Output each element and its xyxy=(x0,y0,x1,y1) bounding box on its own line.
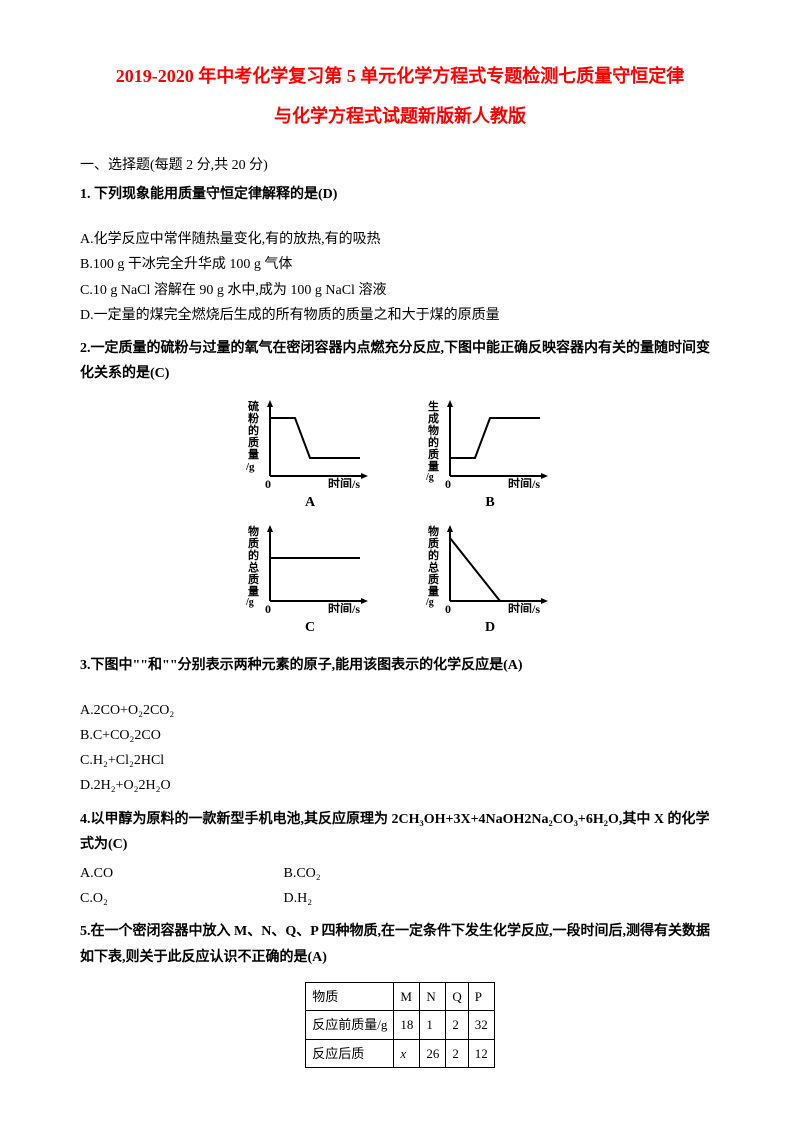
svg-text:时间/s: 时间/s xyxy=(328,476,360,488)
graph-d-label: D xyxy=(485,615,495,640)
svg-text:成: 成 xyxy=(428,411,439,425)
table-row2-4: 12 xyxy=(468,1039,494,1067)
q4-option-a: A.CO xyxy=(80,861,220,886)
main-title-line2: 与化学方程式试题新版新人教版 xyxy=(80,100,720,132)
table-header-2: N xyxy=(420,982,446,1010)
q4-option-d: D.H₂ xyxy=(284,886,313,911)
svg-text:/g: /g xyxy=(425,472,434,483)
q3-text: 3.下图中""和""分别表示两种元素的原子,能用该图表示的化学反应是(A) xyxy=(80,658,523,673)
svg-text:/g: /g xyxy=(245,597,254,608)
table-row1-3: 2 xyxy=(446,1011,468,1039)
graph-a: 硫 粉 的 质 量 /g 0 时间/s A xyxy=(240,398,380,515)
svg-text:0: 0 xyxy=(445,602,451,613)
q2-graphs: 硫 粉 的 质 量 /g 0 时间/s A 生 成 物 的 xyxy=(80,398,720,640)
svg-text:生: 生 xyxy=(428,399,439,413)
table-row2-1: x xyxy=(394,1039,420,1067)
q5-text: 5.在一个密闭容器中放入 M、N、Q、P 四种物质,在一定条件下发生化学反应,一… xyxy=(80,924,710,964)
q3-option-a: A.2CO+O₂2CO₂ xyxy=(80,698,720,723)
svg-text:质: 质 xyxy=(428,572,439,586)
q1-option-d: D.一定量的煤完全燃烧后生成的所有物质的质量之和大于煤的原质量 xyxy=(80,303,720,328)
svg-text:时间/s: 时间/s xyxy=(508,601,540,613)
q3-option-c: C.H₂+Cl₂2HCl xyxy=(80,748,720,773)
svg-text:0: 0 xyxy=(265,477,271,488)
svg-text:0: 0 xyxy=(265,602,271,613)
svg-text:0: 0 xyxy=(445,477,451,488)
q3-options: A.2CO+O₂2CO₂ B.C+CO₂2CO C.H₂+Cl₂2HCl D.2… xyxy=(80,698,720,799)
svg-text:总: 总 xyxy=(428,560,439,574)
table-header-4: P xyxy=(468,982,494,1010)
q3-option-d: D.2H₂+O₂2H₂O xyxy=(80,773,720,798)
q1-options: A.化学反应中常伴随热量变化,有的放热,有的吸热 B.100 g 干冰完全升华成… xyxy=(80,227,720,328)
svg-text:质: 质 xyxy=(248,536,259,550)
svg-text:质: 质 xyxy=(248,572,259,586)
question-5: 5.在一个密闭容器中放入 M、N、Q、P 四种物质,在一定条件下发生化学反应,一… xyxy=(80,919,720,969)
svg-text:粉: 粉 xyxy=(248,411,259,425)
q4-text: 4.以甲醇为原料的一款新型手机电池,其反应原理为 2CH₃OH+3X+4NaOH… xyxy=(80,812,710,852)
svg-text:硫: 硫 xyxy=(248,399,259,413)
main-title-line1: 2019-2020 年中考化学复习第 5 单元化学方程式专题检测七质量守恒定律 xyxy=(80,60,720,92)
svg-text:总: 总 xyxy=(248,560,259,574)
graph-d: 物 质 的 总 质 量 /g 0 时间/s D xyxy=(420,523,560,640)
question-4: 4.以甲醇为原料的一款新型手机电池,其反应原理为 2CH₃OH+3X+4NaOH… xyxy=(80,807,720,857)
svg-text:质: 质 xyxy=(248,435,259,449)
q2-text: 2.一定质量的硫粉与过量的氧气在密闭容器内点燃充分反应,下图中能正确反映容器内有… xyxy=(80,341,710,381)
svg-text:/g: /g xyxy=(245,461,255,473)
svg-text:物: 物 xyxy=(428,524,439,538)
svg-text:物: 物 xyxy=(428,423,439,437)
svg-text:时间/s: 时间/s xyxy=(328,601,360,613)
q1-text: 1. 下列现象能用质量守恒定律解释的是(D) xyxy=(80,187,337,202)
section-header: 一、选择题(每题 2 分,共 20 分) xyxy=(80,153,720,178)
q4-option-c: C.O₂ xyxy=(80,886,220,911)
table-header-3: Q xyxy=(446,982,468,1010)
svg-text:的: 的 xyxy=(248,548,259,562)
question-1: 1. 下列现象能用质量守恒定律解释的是(D) xyxy=(80,182,720,207)
q5-table: 物质 M N Q P 反应前质量/g 18 1 2 32 反应后质 x 26 2… xyxy=(80,982,720,1068)
table-header-0: 物质 xyxy=(306,982,394,1010)
table-row1-2: 1 xyxy=(420,1011,446,1039)
svg-text:质: 质 xyxy=(428,536,439,550)
graph-c-label: C xyxy=(305,615,315,640)
svg-text:质: 质 xyxy=(428,447,439,461)
graph-a-label: A xyxy=(305,490,315,515)
graph-b-label: B xyxy=(485,490,494,515)
svg-text:量: 量 xyxy=(248,448,259,461)
q1-option-a: A.化学反应中常伴随热量变化,有的放热,有的吸热 xyxy=(80,227,720,252)
table-row1-4: 32 xyxy=(468,1011,494,1039)
table-row2-3: 2 xyxy=(446,1039,468,1067)
table-row2-2: 26 xyxy=(420,1039,446,1067)
q3-option-b: B.C+CO₂2CO xyxy=(80,723,720,748)
svg-text:的: 的 xyxy=(428,548,439,562)
q4-options: A.CO B.CO₂ C.O₂ D.H₂ xyxy=(80,861,720,911)
table-row2-0: 反应后质 xyxy=(306,1039,394,1067)
q4-option-b: B.CO₂ xyxy=(284,861,321,886)
graph-b: 生 成 物 的 质 量 /g 0 时间/s B xyxy=(420,398,560,515)
q1-option-c: C.10 g NaCl 溶解在 90 g 水中,成为 100 g NaCl 溶液 xyxy=(80,278,720,303)
svg-text:/g: /g xyxy=(425,597,434,608)
table-row1-1: 18 xyxy=(394,1011,420,1039)
svg-text:的: 的 xyxy=(428,435,439,449)
table-header-1: M xyxy=(394,982,420,1010)
svg-text:的: 的 xyxy=(248,423,259,437)
question-3: 3.下图中""和""分别表示两种元素的原子,能用该图表示的化学反应是(A) xyxy=(80,653,720,678)
question-2: 2.一定质量的硫粉与过量的氧气在密闭容器内点燃充分反应,下图中能正确反映容器内有… xyxy=(80,336,720,386)
table-row1-0: 反应前质量/g xyxy=(306,1011,394,1039)
svg-text:物: 物 xyxy=(248,524,259,538)
graph-c: 物 质 的 总 质 量 /g 0 时间/s C xyxy=(240,523,380,640)
svg-text:时间/s: 时间/s xyxy=(508,476,540,488)
q1-option-b: B.100 g 干冰完全升华成 100 g 气体 xyxy=(80,252,720,277)
